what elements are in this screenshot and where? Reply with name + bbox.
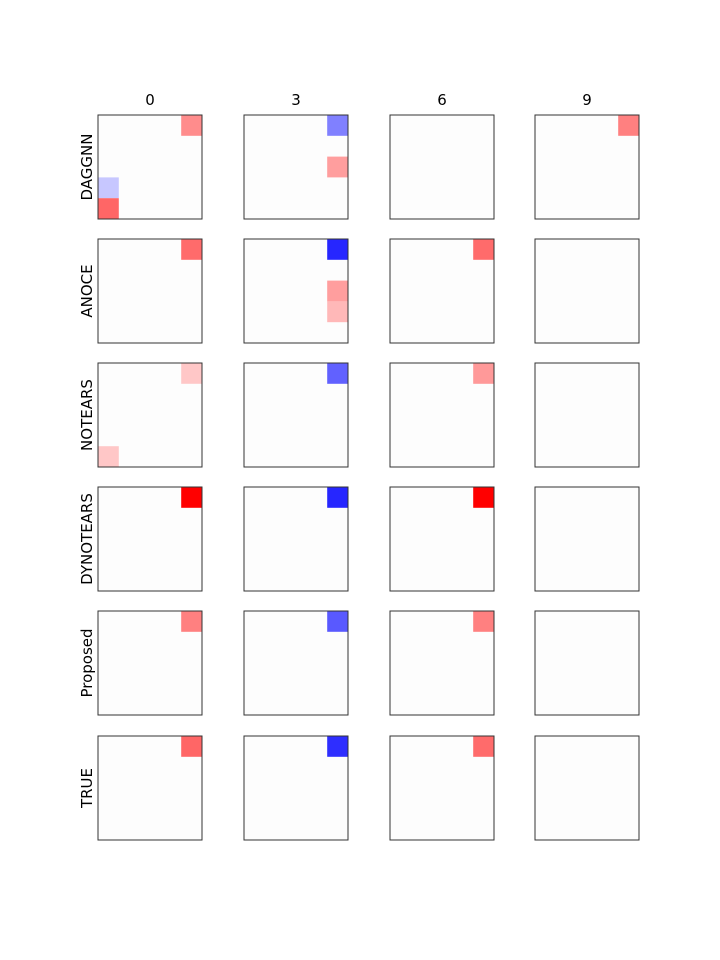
panel-border: [534, 114, 640, 220]
row-label-daggnn: DAGGNN: [78, 134, 96, 201]
panel-border: [389, 114, 495, 220]
heat-cell: [327, 280, 348, 302]
panel-anoce-3: [243, 238, 349, 344]
panel-border: [97, 486, 203, 592]
panel-notears-0: [97, 362, 203, 468]
heat-cell: [618, 115, 639, 136]
panel-daggnn-6: [389, 114, 495, 220]
panel-border: [243, 735, 349, 841]
column-label-0: 0: [145, 91, 155, 109]
panel-border: [243, 610, 349, 716]
heat-cell: [181, 487, 202, 508]
panel-border: [243, 238, 349, 344]
row-label-anoce: ANOCE: [78, 264, 96, 317]
heat-cell: [327, 736, 348, 757]
panel-proposed-9: [534, 610, 640, 716]
panel-border: [534, 238, 640, 344]
panel-border: [389, 610, 495, 716]
row-label-true: TRUE: [78, 768, 96, 809]
panel-border: [534, 735, 640, 841]
heat-cell: [181, 611, 202, 632]
panel-anoce-9: [534, 238, 640, 344]
column-label-9: 9: [582, 91, 592, 109]
panel-border: [97, 238, 203, 344]
panel-anoce-0: [97, 238, 203, 344]
panel-anoce-6: [389, 238, 495, 344]
panel-border: [97, 735, 203, 841]
heat-cell: [327, 611, 348, 632]
heat-cell: [181, 239, 202, 260]
panel-true-3: [243, 735, 349, 841]
panel-true-9: [534, 735, 640, 841]
panel-frame: [534, 610, 640, 716]
heat-cell: [98, 446, 119, 467]
panel-frame: [534, 238, 640, 344]
panel-border: [97, 610, 203, 716]
panel-border: [389, 486, 495, 592]
panel-daggnn-0: [97, 114, 203, 220]
heat-cell: [327, 239, 348, 260]
panel-daggnn-3: [243, 114, 349, 220]
panel-dynotears-9: [534, 486, 640, 592]
panel-frame: [534, 486, 640, 592]
panel-border: [389, 238, 495, 344]
panel-border: [389, 735, 495, 841]
row-label-notears: NOTEARS: [78, 379, 96, 451]
panel-notears-9: [534, 362, 640, 468]
heat-cell: [98, 198, 119, 219]
panel-border: [534, 610, 640, 716]
panel-border: [243, 114, 349, 220]
heat-cell: [473, 611, 494, 632]
panel-border: [243, 362, 349, 468]
heat-cell: [327, 301, 348, 323]
row-label-proposed: Proposed: [78, 628, 96, 697]
panel-dynotears-6: [389, 486, 495, 592]
panel-proposed-0: [97, 610, 203, 716]
panel-dynotears-0: [97, 486, 203, 592]
heat-cell: [181, 363, 202, 384]
panel-frame: [389, 114, 495, 220]
panel-proposed-6: [389, 610, 495, 716]
heat-cell: [473, 487, 494, 508]
heat-cell: [181, 115, 202, 136]
row-label-dynotears: DYNOTEARS: [78, 493, 96, 585]
heat-cell: [327, 363, 348, 384]
heat-cell: [327, 487, 348, 508]
panel-border: [243, 486, 349, 592]
heat-cell: [98, 177, 119, 199]
panel-frame: [534, 362, 640, 468]
panel-notears-3: [243, 362, 349, 468]
panel-proposed-3: [243, 610, 349, 716]
heat-cell: [181, 736, 202, 757]
panel-border: [534, 362, 640, 468]
panel-border: [97, 362, 203, 468]
panel-frame: [534, 735, 640, 841]
heat-cell: [473, 363, 494, 384]
panel-border: [389, 362, 495, 468]
heat-cell: [327, 156, 348, 178]
panel-daggnn-9: [534, 114, 640, 220]
column-label-3: 3: [291, 91, 301, 109]
panel-true-6: [389, 735, 495, 841]
panel-border: [534, 486, 640, 592]
panel-notears-6: [389, 362, 495, 468]
heat-cell: [473, 736, 494, 757]
panel-border: [97, 114, 203, 220]
panel-dynotears-3: [243, 486, 349, 592]
panel-true-0: [97, 735, 203, 841]
heat-cell: [327, 115, 348, 136]
column-label-6: 6: [437, 91, 447, 109]
heat-cell: [473, 239, 494, 260]
